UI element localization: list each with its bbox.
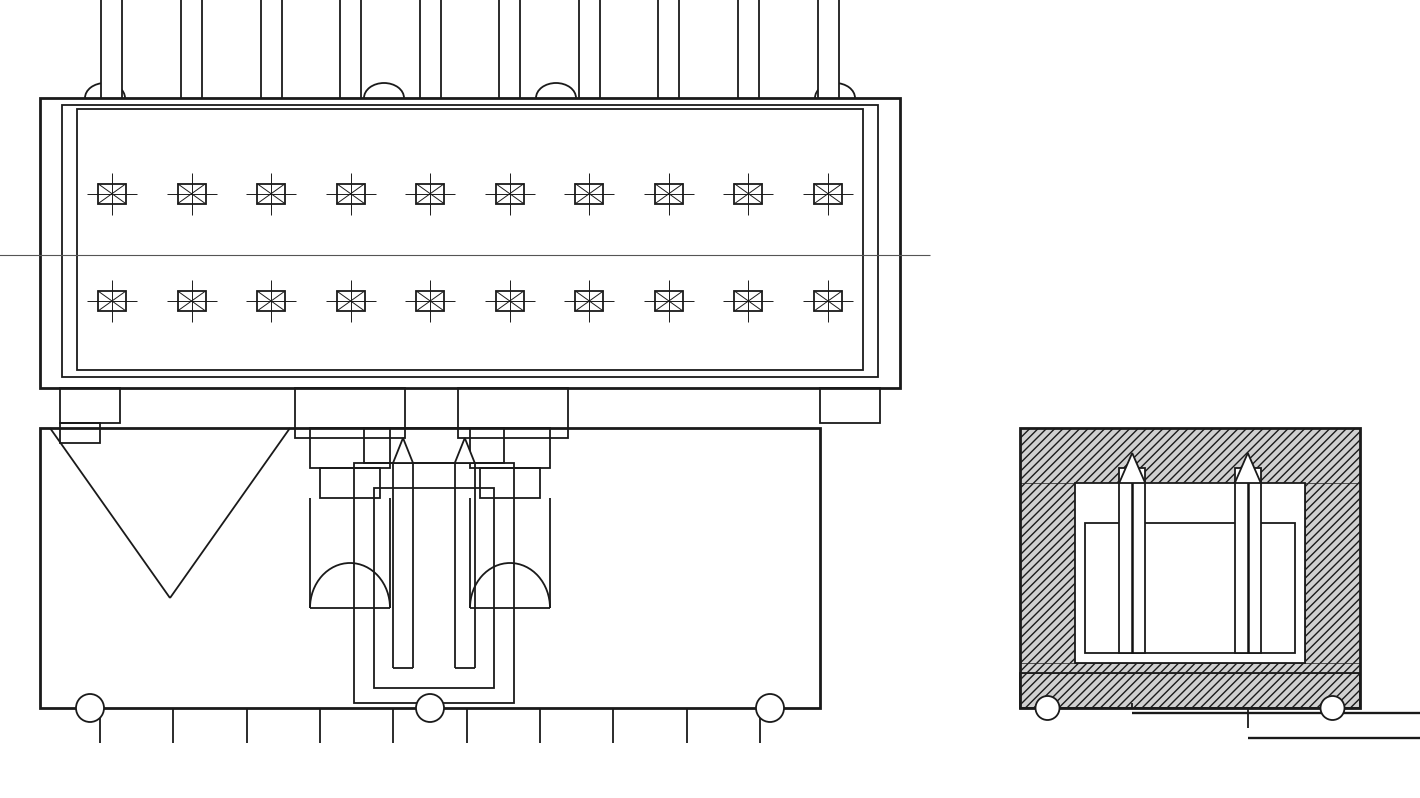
Bar (734, 291, 763, 311)
Bar (1085, 523, 1295, 653)
Polygon shape (454, 438, 474, 463)
Bar (500, 0, 520, 98)
Bar (62, 105, 878, 377)
Bar (257, 184, 285, 203)
Bar (1075, 483, 1305, 663)
Polygon shape (1235, 453, 1261, 483)
Bar (373, 488, 494, 688)
Bar (575, 291, 604, 311)
Bar (416, 291, 444, 311)
Bar (734, 184, 763, 203)
Bar (337, 291, 365, 311)
Bar (1305, 428, 1360, 708)
Bar (814, 184, 842, 203)
Bar (60, 388, 121, 423)
Polygon shape (393, 438, 413, 463)
Bar (364, 428, 504, 463)
Bar (261, 0, 281, 98)
Circle shape (1321, 696, 1345, 720)
Polygon shape (1119, 453, 1145, 483)
Bar (1020, 428, 1360, 708)
Circle shape (416, 694, 444, 722)
Bar (1020, 428, 1075, 708)
Circle shape (77, 694, 104, 722)
Circle shape (755, 694, 784, 722)
Bar (470, 428, 550, 468)
Bar (320, 468, 381, 498)
Bar (60, 423, 99, 443)
Bar (294, 388, 405, 438)
Bar (480, 468, 540, 498)
Bar (579, 0, 599, 98)
Bar (1020, 673, 1360, 708)
Bar (420, 0, 440, 98)
Bar (814, 291, 842, 311)
Bar (1119, 468, 1145, 653)
Bar (40, 98, 900, 388)
Bar (655, 291, 683, 311)
Bar (40, 428, 819, 708)
Bar (1020, 673, 1360, 708)
Bar (659, 0, 679, 98)
Bar (575, 184, 604, 203)
Bar (1235, 468, 1261, 653)
Bar (310, 428, 390, 468)
Circle shape (1035, 696, 1059, 720)
Bar (341, 0, 361, 98)
Bar (1020, 663, 1360, 708)
Bar (337, 184, 365, 203)
Bar (257, 291, 285, 311)
Bar (818, 0, 838, 98)
Bar (738, 0, 758, 98)
Bar (496, 184, 524, 203)
Bar (819, 388, 880, 423)
Bar (98, 184, 126, 203)
Bar (655, 184, 683, 203)
Bar (459, 388, 568, 438)
Bar (98, 291, 126, 311)
Bar (178, 184, 206, 203)
Bar (416, 184, 444, 203)
Bar (1020, 428, 1360, 483)
Bar (496, 291, 524, 311)
Bar (354, 463, 514, 703)
Bar (1075, 483, 1305, 663)
Bar (77, 109, 863, 369)
Bar (178, 291, 206, 311)
Bar (1020, 428, 1360, 708)
Bar (101, 0, 122, 98)
Bar (182, 0, 202, 98)
